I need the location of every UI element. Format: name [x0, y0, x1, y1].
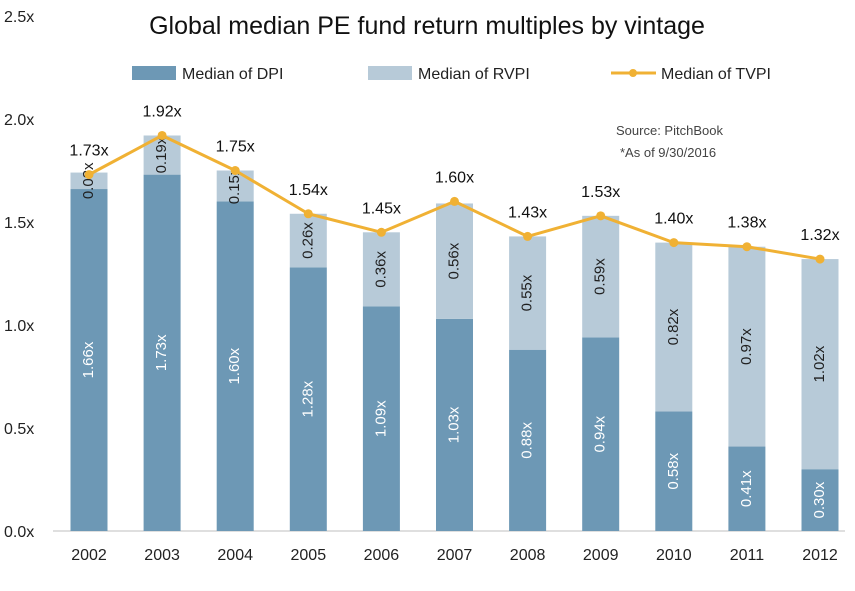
x-axis-tick-label: 2002	[71, 547, 107, 564]
tvpi-point	[303, 209, 313, 219]
x-axis-tick-label: 2010	[656, 547, 692, 564]
bar-label-rvpi: 0.15x	[226, 167, 243, 204]
labels-layer: 1.73x 1.92x 1.75x 1.54x 1.45x 1.60x 1.43x 1.53x…	[69, 103, 839, 244]
tvpi-data-label: 1.32x	[800, 227, 839, 244]
bar-label-dpi: 1.03x	[445, 406, 462, 443]
tvpi-data-label: 1.60x	[435, 169, 474, 186]
bar-rvpi	[655, 242, 693, 412]
tvpi-data-label: 1.53x	[581, 184, 620, 201]
x-axis-tick-label: 2012	[802, 547, 838, 564]
tvpi-point	[84, 170, 94, 180]
line-layer	[84, 130, 825, 264]
bar-label-dpi: 0.94x	[592, 415, 609, 452]
as-of-annotation: *As of 9/30/2016	[620, 145, 716, 160]
chart-title: Global median PE fund return multiples b…	[149, 12, 705, 40]
bar-label-rvpi: 0.82x	[665, 308, 682, 345]
legend-label-tvpi: Median of TVPI	[661, 66, 771, 83]
bar-label-rvpi: 1.02x	[811, 345, 828, 382]
y-axis-tick-label: 2.0x	[4, 112, 34, 129]
x-axis-tick-label: 2003	[144, 547, 180, 564]
bar-label-dpi: 1.60x	[226, 347, 243, 384]
bar-dpi	[509, 349, 547, 531]
tvpi-data-label: 1.54x	[289, 182, 328, 199]
bars-layer: 1.66x 0.08x 1.73x 0.19x 1.60x 0.15x 1.28x 0.26x…	[70, 135, 839, 532]
tvpi-data-label: 1.43x	[508, 204, 547, 221]
x-axis-tick-label: 2006	[364, 547, 400, 564]
y-axis-tick-label: 0.0x	[4, 524, 34, 541]
legend: Median of DPI Median of RVPI Median of T…	[132, 66, 771, 83]
y-axis-tick-label: 1.5x	[4, 215, 34, 232]
tvpi-point	[669, 238, 679, 248]
bar-dpi	[801, 469, 839, 531]
bar-label-dpi: 0.41x	[738, 470, 755, 507]
tvpi-data-label: 1.38x	[727, 215, 766, 232]
tvpi-point	[157, 130, 167, 140]
bar-label-dpi: 0.30x	[811, 481, 828, 518]
bar-label-rvpi: 0.59x	[592, 258, 609, 295]
bar-rvpi	[801, 259, 839, 470]
axis-layer: 0.0x 0.5x 1.0x 1.5x 2.0x 2.5x 2002 2003 2004 2005…	[4, 9, 845, 564]
x-axis-tick-label: 2011	[730, 547, 765, 564]
legend-swatch-rvpi	[368, 66, 412, 80]
bar-label-dpi: 1.28x	[299, 380, 316, 417]
legend-swatch-dpi	[132, 66, 176, 80]
source-annotation: Source: PitchBook	[616, 123, 723, 138]
y-axis-tick-label: 1.0x	[4, 318, 34, 335]
tvpi-point	[376, 227, 386, 237]
legend-marker-tvpi	[629, 69, 637, 77]
bar-dpi	[216, 201, 254, 531]
bar-label-rvpi: 0.19x	[153, 136, 170, 173]
tvpi-point	[742, 242, 752, 252]
tvpi-data-label: 1.45x	[362, 200, 401, 217]
bar-label-dpi: 1.73x	[153, 334, 170, 371]
tvpi-data-label: 1.92x	[143, 103, 182, 120]
bar-rvpi	[70, 172, 108, 190]
x-axis-tick-label: 2004	[217, 547, 253, 564]
x-axis-tick-label: 2007	[437, 547, 473, 564]
bar-label-dpi: 0.88x	[519, 422, 536, 459]
tvpi-data-label: 1.40x	[654, 211, 693, 228]
y-axis-tick-label: 2.5x	[4, 9, 34, 26]
tvpi-point	[596, 211, 606, 221]
x-axis-tick-label: 2005	[291, 547, 327, 564]
bar-label-rvpi: 0.26x	[299, 222, 316, 259]
bar-label-rvpi: 0.36x	[372, 251, 389, 288]
x-axis-tick-label: 2008	[510, 547, 546, 564]
bar-dpi	[289, 267, 327, 531]
x-axis-tick-label: 2009	[583, 547, 619, 564]
tvpi-data-label: 1.75x	[216, 139, 255, 156]
y-axis-tick-label: 0.5x	[4, 421, 34, 438]
bar-dpi	[582, 337, 620, 531]
bar-dpi	[143, 174, 181, 531]
bar-dpi	[70, 189, 108, 532]
bar-dpi	[362, 306, 400, 531]
bar-rvpi	[582, 215, 620, 338]
legend-label-rvpi: Median of RVPI	[418, 66, 530, 83]
tvpi-point	[815, 254, 825, 264]
bar-dpi	[728, 446, 766, 531]
tvpi-point	[523, 231, 533, 241]
bar-dpi	[436, 318, 473, 531]
bar-rvpi	[436, 203, 473, 319]
bar-label-rvpi: 0.97x	[738, 328, 755, 365]
bar-label-dpi: 0.58x	[665, 452, 682, 489]
tvpi-point	[450, 196, 459, 206]
tvpi-data-label: 1.73x	[69, 143, 108, 160]
bar-label-dpi: 1.09x	[372, 400, 389, 437]
bar-rvpi	[289, 213, 327, 268]
bar-label-rvpi: 0.55x	[519, 274, 536, 311]
legend-label-dpi: Median of DPI	[182, 66, 283, 83]
bar-label-rvpi: 0.56x	[445, 242, 462, 279]
bar-dpi	[655, 411, 693, 531]
tvpi-point	[230, 166, 240, 175]
bar-rvpi	[728, 246, 766, 447]
bar-rvpi	[509, 236, 547, 350]
bar-rvpi	[362, 232, 400, 307]
bar-label-dpi: 1.66x	[80, 341, 97, 378]
bar-rvpi	[216, 170, 254, 202]
bar-label-rvpi: 0.08x	[80, 162, 97, 199]
